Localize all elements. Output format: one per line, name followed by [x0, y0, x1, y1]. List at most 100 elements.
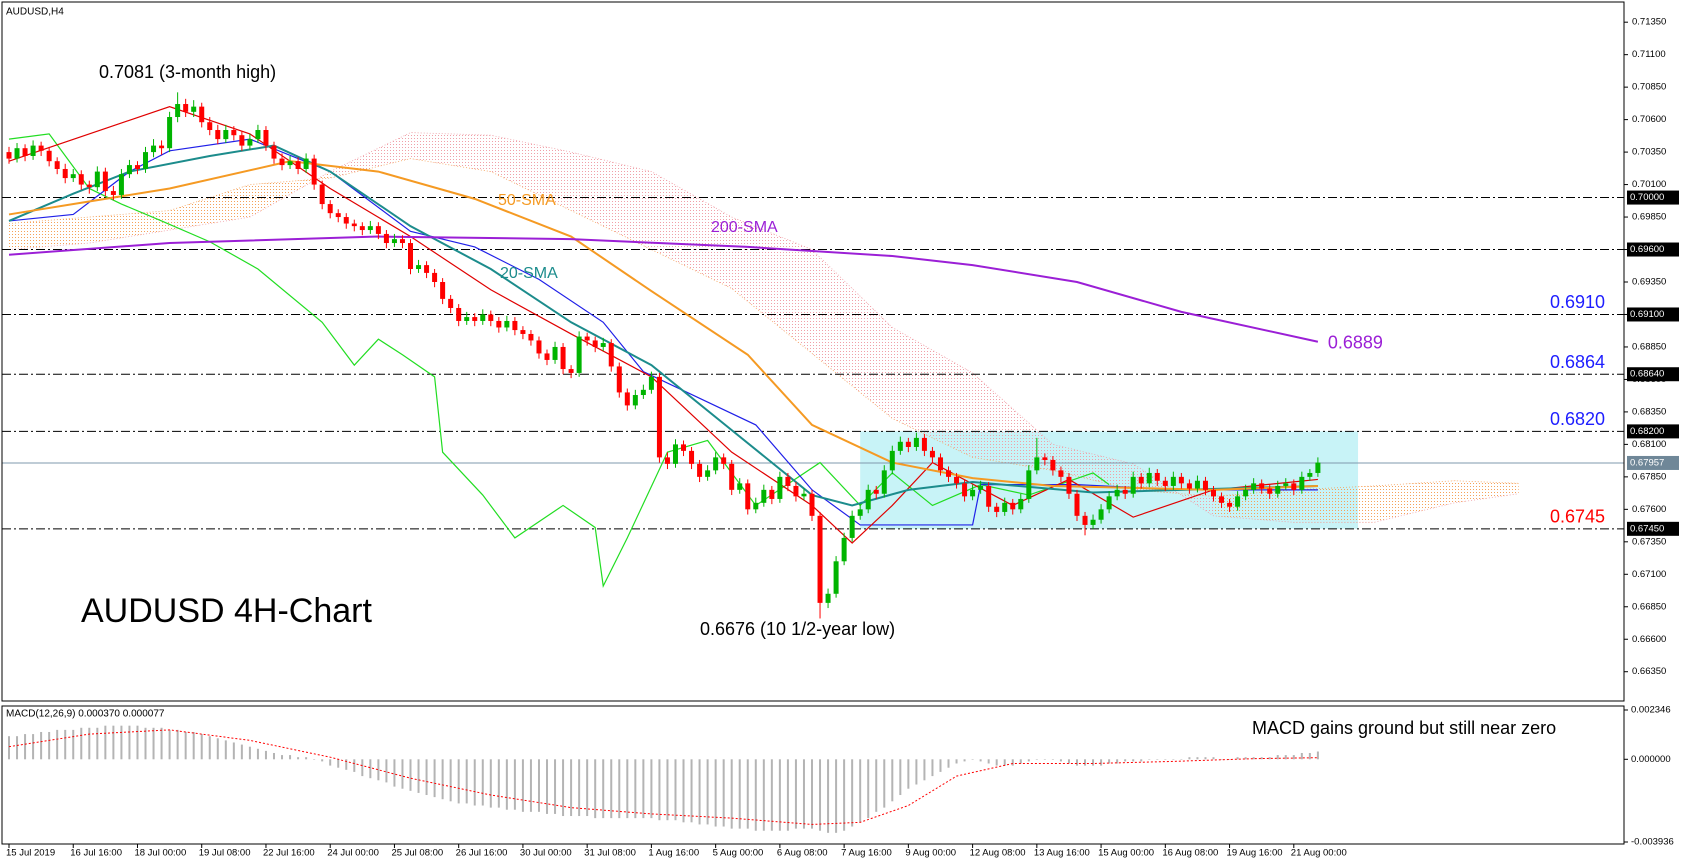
macd-bar — [80, 727, 83, 760]
x-tick-label: 16 Aug 08:00 — [1162, 848, 1218, 859]
candle-body — [1194, 480, 1200, 489]
candle-body — [544, 353, 550, 360]
macd-bar — [64, 729, 67, 760]
candle-body — [271, 145, 277, 159]
y-tick-label: 0.68850 — [1632, 341, 1666, 352]
candle-body — [648, 376, 654, 390]
macd-bar — [1164, 759, 1167, 760]
y-tick-label: 0.67100 — [1632, 569, 1666, 580]
macd-bar — [674, 759, 677, 821]
y-tick-label: 0.69850 — [1632, 212, 1666, 223]
macd-bar — [594, 759, 597, 819]
candle-body — [889, 450, 895, 471]
candle-body — [745, 483, 751, 510]
macd-bar — [369, 759, 372, 779]
candle-body — [1186, 483, 1192, 489]
macd-frame — [1, 705, 1625, 845]
cloud-segment — [1374, 480, 1455, 523]
candle-body — [279, 158, 285, 166]
candle-body — [1050, 459, 1056, 471]
candle-body — [632, 395, 638, 406]
candle-body — [721, 457, 727, 464]
candle-body — [681, 444, 687, 451]
candle-body — [183, 104, 189, 112]
macd-bar — [843, 759, 846, 831]
y-tick-label: 0.68100 — [1632, 439, 1666, 450]
macd-bar — [778, 759, 781, 831]
y-tick-label: 0.67850 — [1632, 471, 1666, 482]
candle-body — [929, 450, 935, 458]
candle-body — [1162, 480, 1168, 486]
macd-bar — [1108, 759, 1111, 764]
chart-title: AUDUSD,H4 — [6, 7, 64, 18]
candle-body — [1227, 502, 1233, 507]
candle-body — [351, 223, 357, 227]
macd-bar — [602, 759, 605, 819]
candle-body — [62, 168, 68, 179]
macd-bar — [851, 759, 854, 827]
candle-body — [1315, 462, 1321, 473]
macd-bar — [224, 740, 227, 760]
macd-bar — [1148, 759, 1151, 760]
macd-bar — [1292, 755, 1295, 760]
candle-body — [440, 282, 446, 299]
macd-bar — [96, 727, 99, 760]
y-tick-label: 0.70350 — [1632, 147, 1666, 158]
x-tick-label: 5 Aug 00:00 — [713, 848, 764, 859]
candle-body — [1219, 496, 1225, 503]
macd-bar — [570, 759, 573, 817]
macd-bar — [289, 755, 292, 760]
macd-bar — [24, 734, 27, 760]
y-tick-label: 0.002346 — [1631, 705, 1671, 716]
macd-bar — [634, 759, 637, 819]
candle-body — [448, 298, 454, 308]
level-label: 0.68640 — [1630, 369, 1664, 380]
macd-bar — [1124, 759, 1127, 762]
candle-body — [801, 493, 807, 497]
macd-bar — [666, 759, 669, 821]
x-tick-label: 13 Aug 16:00 — [1034, 848, 1090, 859]
macd-bar — [1156, 759, 1159, 760]
candle-body — [1058, 470, 1064, 477]
level-box — [1627, 307, 1679, 322]
macd-bar — [1140, 759, 1143, 762]
candle-body — [255, 130, 261, 140]
candle-body — [1114, 489, 1120, 497]
candle-body — [520, 330, 526, 334]
macd-bar — [489, 759, 492, 808]
macd-bar — [417, 759, 420, 793]
macd-bar — [762, 759, 765, 831]
macd-bar — [56, 729, 59, 760]
candle-body — [263, 130, 269, 146]
candle-body — [913, 437, 919, 447]
candle-body — [705, 470, 711, 477]
indicator-line — [8, 133, 1110, 588]
macd-bar — [626, 759, 629, 819]
level-box — [1627, 367, 1679, 382]
macd-bar — [272, 752, 275, 760]
macd-note: MACD gains ground but still near zero — [1252, 718, 1556, 738]
y-tick-label: 0.66850 — [1632, 601, 1666, 612]
level-box — [1627, 190, 1679, 205]
candle-body — [94, 171, 100, 188]
macd-bar — [642, 759, 645, 819]
candle-body — [905, 441, 911, 447]
candle-body — [231, 130, 237, 136]
candle-body — [849, 515, 855, 538]
candle-body — [1090, 519, 1096, 525]
macd-bar — [1100, 759, 1103, 766]
candle-body — [480, 314, 486, 321]
y-tick-label: 0.71100 — [1632, 49, 1666, 60]
candle-body — [399, 239, 405, 244]
cloud-span-b — [8, 132, 1519, 523]
candle-body — [1122, 489, 1128, 494]
macd-bar — [473, 759, 476, 806]
macd-bar — [714, 759, 717, 827]
candle-body — [159, 145, 165, 149]
candle-body — [223, 130, 229, 140]
macd-bar — [995, 759, 998, 766]
macd-bar — [281, 755, 284, 760]
macd-bar — [112, 725, 115, 760]
candle-body — [1259, 483, 1265, 489]
candle-body — [697, 463, 703, 477]
